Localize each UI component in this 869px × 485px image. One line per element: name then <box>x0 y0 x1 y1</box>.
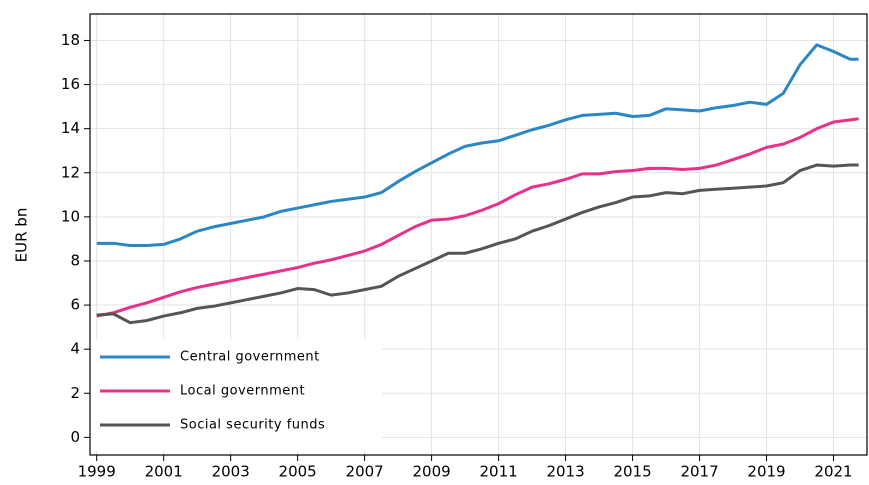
y-tick-label: 16 <box>61 75 80 93</box>
x-tick-label: 2013 <box>546 463 584 481</box>
y-tick-label: 10 <box>61 207 80 225</box>
y-tick-label: 18 <box>61 31 80 49</box>
x-tick-label: 2021 <box>814 463 852 481</box>
x-tick-label: 2001 <box>145 463 183 481</box>
line-series <box>96 117 859 318</box>
line-series <box>96 163 859 325</box>
x-tick-label: 1999 <box>78 463 116 481</box>
legend-label: Central government <box>180 350 320 365</box>
y-tick-label: 2 <box>70 384 80 402</box>
line-series <box>96 43 859 248</box>
y-tick-label: 14 <box>61 119 80 137</box>
y-tick-label: 4 <box>70 340 80 358</box>
legend-label: Local government <box>180 384 305 399</box>
x-tick-label: 2017 <box>680 463 718 481</box>
y-tick-label: 0 <box>70 428 80 446</box>
x-tick-label: 2003 <box>212 463 250 481</box>
y-tick-label: 12 <box>61 163 80 181</box>
plot-frame <box>89 13 868 456</box>
y-tick-label: 8 <box>70 251 80 269</box>
x-tick-label: 2011 <box>480 463 518 481</box>
legend-label: Social security funds <box>180 418 325 433</box>
x-tick-label: 2015 <box>613 463 651 481</box>
x-tick-label: 2005 <box>279 463 317 481</box>
x-tick-label: 2009 <box>413 463 451 481</box>
x-tick-label: 2007 <box>346 463 384 481</box>
x-tick-label: 2019 <box>747 463 785 481</box>
y-tick-label: 6 <box>70 296 80 314</box>
y-axis-label: EUR bn <box>13 208 31 263</box>
